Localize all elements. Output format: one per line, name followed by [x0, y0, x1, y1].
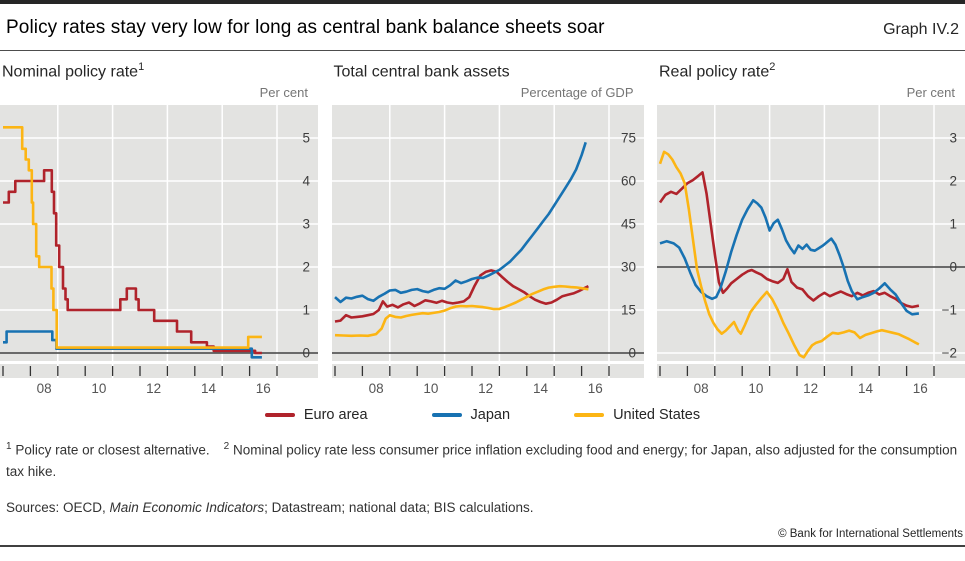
svg-text:08: 08: [37, 381, 52, 395]
footnote-2-marker: 2: [223, 441, 230, 452]
panel-title-text: Total central bank assets: [333, 63, 510, 81]
top-rule: [0, 0, 965, 4]
svg-text:10: 10: [423, 381, 438, 395]
svg-text:2: 2: [949, 174, 957, 189]
svg-text:12: 12: [478, 381, 493, 395]
legend-item-euro-area: Euro area: [264, 407, 368, 423]
svg-text:15: 15: [620, 303, 635, 318]
graph-number: Graph IV.2: [883, 21, 959, 38]
svg-text:08: 08: [694, 381, 709, 395]
euro-area-line-swatch: [264, 413, 295, 417]
united-states-line-swatch: [574, 413, 605, 417]
charts-row: Nominal policy rate1 Per cent 0 1 2 3 4 5 08 10…: [0, 61, 965, 395]
svg-text:10: 10: [91, 381, 106, 395]
svg-text:45: 45: [620, 217, 635, 232]
copyright-notice: © Bank for International Settlements: [778, 527, 963, 540]
panel-title-text: Real policy rate: [659, 63, 770, 81]
svg-text:10: 10: [748, 381, 763, 395]
legend-item-japan: Japan: [431, 407, 511, 423]
panel-real-policy-rate: Real policy rate2 Per cent −2 −1 0 1 2 3 08 10 1…: [657, 61, 965, 395]
panel-central-bank-assets: Total central bank assets Percentage of …: [331, 61, 644, 395]
svg-text:−2: −2: [942, 346, 957, 361]
sources-suffix: ; Datastream; national data; BIS calcula…: [264, 499, 534, 515]
svg-text:12: 12: [146, 381, 161, 395]
svg-text:08: 08: [368, 381, 383, 395]
bottom-rule: [0, 544, 965, 547]
sources-prefix: Sources: OECD,: [6, 499, 110, 515]
panel-title-text: Nominal policy rate: [2, 63, 139, 81]
svg-text:16: 16: [587, 381, 602, 395]
legend-label: Euro area: [303, 407, 368, 423]
svg-text:3: 3: [302, 217, 310, 232]
footnotes: 1 Policy rate or closest alternative. 2 N…: [0, 439, 965, 483]
svg-text:16: 16: [913, 381, 928, 395]
svg-text:4: 4: [302, 174, 310, 189]
legend-label: Japan: [470, 407, 511, 423]
legend-label: United States: [613, 407, 701, 423]
svg-text:−1: −1: [942, 303, 957, 318]
panel-unit-label: Per cent: [906, 85, 955, 100]
sources-line: Sources: OECD, Main Economic Indicators;…: [0, 500, 965, 515]
svg-text:0: 0: [302, 346, 310, 361]
panel-unit-label: Percentage of GDP: [520, 85, 634, 100]
svg-text:14: 14: [201, 381, 217, 395]
svg-text:3: 3: [949, 131, 957, 146]
svg-text:75: 75: [620, 131, 635, 146]
panel-title-footnote-ref: 2: [769, 61, 776, 73]
svg-text:5: 5: [302, 131, 310, 146]
legend-item-united-states: United States: [574, 407, 700, 423]
panel-title: Total central bank assets: [332, 61, 644, 81]
svg-text:1: 1: [949, 217, 957, 232]
footnote-1-marker: 1: [6, 441, 12, 452]
svg-text:60: 60: [620, 174, 635, 189]
svg-text:0: 0: [949, 260, 957, 275]
japan-line-swatch: [431, 413, 462, 417]
footnote-2-text: Nominal policy rate less consumer price …: [6, 442, 958, 480]
svg-text:30: 30: [620, 260, 635, 275]
svg-text:2: 2: [302, 260, 310, 275]
svg-text:14: 14: [858, 381, 874, 395]
panel-title: Real policy rate2: [657, 61, 965, 81]
figure-header: Policy rates stay very low for long as c…: [0, 4, 965, 50]
footnote-1-text: Policy rate or closest alternative.: [15, 442, 210, 458]
title-rule: [0, 50, 965, 51]
svg-text:12: 12: [803, 381, 818, 395]
panel-unit-label: Per cent: [259, 85, 308, 100]
central-bank-assets-chart: 0 15 30 45 60 75 08 10 12 14 16: [331, 105, 644, 395]
panel-title-footnote-ref: 1: [138, 61, 145, 73]
svg-text:1: 1: [302, 303, 310, 318]
figure-title: Policy rates stay very low for long as c…: [6, 17, 605, 38]
svg-text:16: 16: [256, 381, 271, 395]
sources-publication: Main Economic Indicators: [109, 499, 265, 515]
svg-text:0: 0: [628, 346, 636, 361]
legend: Euro area Japan United States: [0, 404, 965, 426]
panel-nominal-policy-rate: Nominal policy rate1 Per cent 0 1 2 3 4 5 08 10…: [0, 61, 318, 395]
panel-title: Nominal policy rate1: [0, 61, 318, 81]
svg-text:14: 14: [532, 381, 548, 395]
